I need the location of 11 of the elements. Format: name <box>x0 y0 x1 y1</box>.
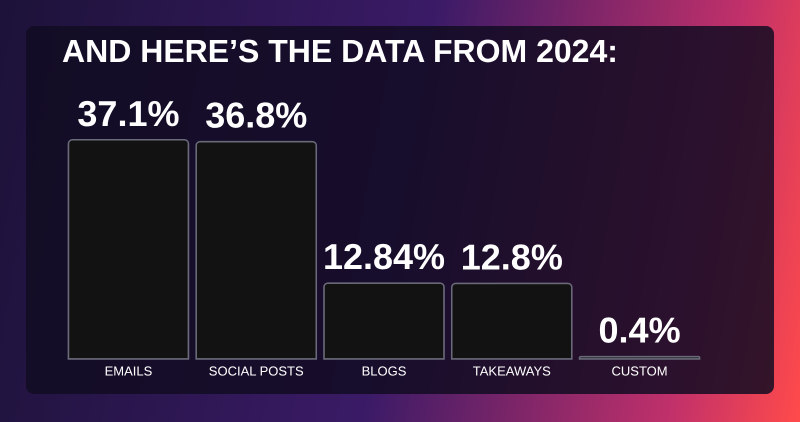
data-label: 37.1% <box>77 92 180 134</box>
x-tick-label: BLOGS <box>362 364 407 378</box>
chart-title: AND HERE’S THE DATA FROM 2024: <box>62 33 618 69</box>
data-label: 0.4% <box>598 310 681 351</box>
x-tick-label: SOCIAL POSTS <box>208 364 304 378</box>
data-label: 12.8% <box>460 236 563 278</box>
x-tick-label: EMAILS <box>104 364 153 378</box>
x-tick-label: TAKEAWAYS <box>472 364 552 378</box>
x-tick-label: CUSTOM <box>612 364 668 378</box>
data-label: 36.8% <box>205 94 308 136</box>
data-label: 12.84% <box>322 236 446 278</box>
